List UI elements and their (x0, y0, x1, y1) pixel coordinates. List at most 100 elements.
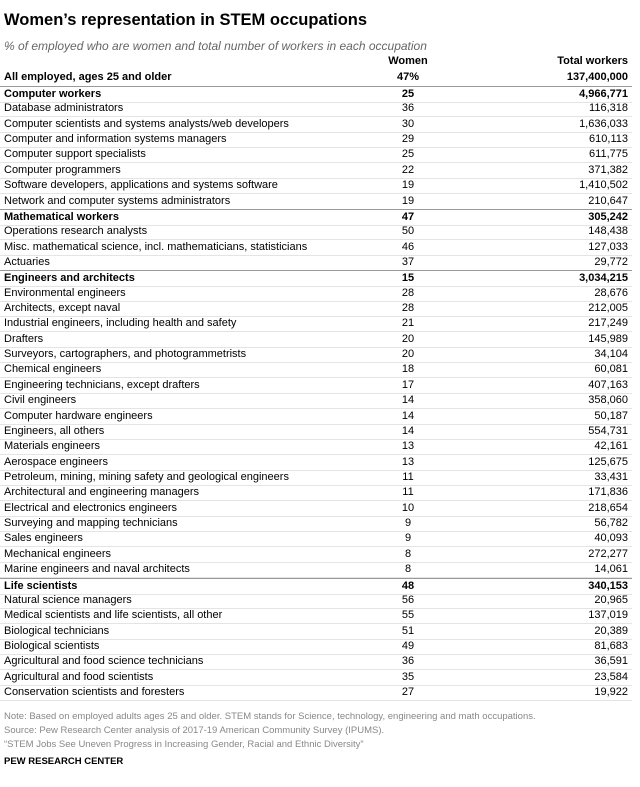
total-row: All employed, ages 25 and older 47% 137,40… (0, 70, 632, 85)
occupation: Engineers, all others (4, 424, 105, 437)
occupation: Architects, except naval (4, 302, 121, 315)
women-share: 20 (401, 348, 415, 361)
women-share: 36 (401, 655, 415, 668)
occupation: Computer support specialists (4, 148, 146, 161)
occupation: Sales engineers (4, 532, 83, 545)
occupation: Computer scientists and systems analysts… (4, 117, 289, 130)
occupation: Electrical and electronics engineers (4, 501, 178, 514)
occupation: Mechanical engineers (4, 547, 112, 560)
table-row: Biological technicians 51 20,389 (0, 624, 632, 640)
women-share: 14 (401, 394, 415, 407)
women-share: 56 (401, 593, 415, 606)
occupation: All employed, ages 25 and older (4, 71, 172, 83)
occupation: Surveyors, cartographers, and photogramm… (4, 348, 247, 361)
subtitle: % of employed who are women and total nu… (4, 39, 427, 53)
total-workers: 407,163 (588, 378, 628, 391)
total-workers: 33,431 (594, 471, 628, 483)
women-share: 30 (401, 117, 415, 130)
total-workers: 56,782 (594, 517, 628, 530)
table-row: Marine engineers and naval architects 8 14… (0, 562, 632, 579)
total-workers: 137,019 (588, 609, 628, 622)
occupation: Aerospace engineers (4, 455, 108, 468)
women-share: 37 (401, 255, 415, 268)
women-share: 35 (401, 670, 415, 683)
occupation: Misc. mathematical science, incl. mathem… (4, 240, 308, 253)
total-workers: 305,242 (588, 210, 628, 223)
women-share: 15 (401, 272, 415, 285)
table-row: Misc. mathematical science, incl. mathem… (0, 240, 632, 256)
total-workers: 611,775 (589, 148, 628, 161)
total-workers: 28,676 (594, 286, 628, 299)
women-share: 28 (401, 302, 415, 315)
occupation: Engineering technicians, except drafters (4, 378, 200, 391)
total-workers: 137,400,000 (566, 71, 628, 83)
occupation: Biological technicians (4, 624, 110, 637)
column-header: Women (388, 55, 428, 67)
total-workers: 42,161 (594, 440, 628, 453)
total-workers: 212,005 (588, 302, 628, 315)
table-row: Operations research analysts 50 148,438 (0, 224, 632, 241)
total-workers: 358,060 (588, 394, 628, 407)
total-workers: 20,389 (594, 624, 628, 637)
total-workers: 371,382 (588, 163, 628, 176)
women-share: 14 (401, 409, 415, 422)
table-row: Petroleum, mining, mining safety and geo… (0, 470, 632, 486)
citation: “STEM Jobs See Uneven Progress in Increa… (4, 739, 364, 750)
women-share: 55 (401, 609, 415, 622)
women-share: 11 (402, 486, 414, 499)
women-share: 17 (401, 378, 415, 391)
women-share: 48 (401, 579, 415, 592)
table-row: Computer programmers 22 371,382 (0, 163, 632, 179)
total-workers: 50,187 (594, 409, 628, 422)
total-workers: 554,731 (588, 424, 628, 437)
women-share: 11 (402, 471, 414, 483)
column-header: Total workers (557, 55, 628, 67)
women-share: 36 (401, 102, 415, 115)
table-row: Engineers, all others 14 554,731 (0, 424, 632, 440)
table-row: Chemical engineers 18 60,081 (0, 362, 632, 379)
total-workers: 40,093 (594, 532, 628, 545)
total-workers: 125,675 (588, 455, 628, 468)
women-share: 13 (401, 440, 415, 453)
occupation: Chemical engineers (4, 363, 102, 376)
table-row: Software developers, applications and sy… (0, 178, 632, 195)
table-row: Actuaries 37 29,772 (0, 255, 632, 271)
women-share: 49 (401, 639, 415, 652)
total-workers: 116,318 (589, 102, 628, 115)
occupation: Architectural and engineering managers (4, 486, 200, 499)
occupation: Medical scientists and life scientists, … (4, 609, 223, 622)
brand: PEW RESEARCH CENTER (4, 756, 124, 767)
title: Women’s representation in STEM occupatio… (4, 11, 368, 29)
total-workers: 272,277 (588, 547, 628, 560)
occupation: Network and computer systems administrat… (4, 194, 231, 207)
table-row: Civil engineers 14 358,060 (0, 393, 632, 410)
women-share: 19 (401, 179, 415, 192)
women-share: 13 (401, 455, 415, 468)
group-row: Mathematical workers 47 305,242 (0, 208, 632, 226)
table-row: Drafters 20 145,989 (0, 332, 632, 348)
total-workers: 23,584 (594, 670, 628, 683)
occupation: Computer workers (4, 88, 102, 100)
total-workers: 20,965 (594, 593, 628, 606)
table-row: Sales engineers 9 40,093 (0, 531, 632, 548)
women-share: 47% (396, 71, 420, 83)
women-share: 47 (401, 210, 415, 223)
table-row: Environmental engineers 28 28,676 (0, 286, 632, 302)
occupation: Materials engineers (4, 440, 100, 453)
occupation: Environmental engineers (4, 286, 126, 299)
occupation: Petroleum, mining, mining safety and geo… (4, 471, 289, 483)
occupation: Computer and information systems manager… (4, 133, 227, 146)
occupation: Civil engineers (4, 394, 77, 407)
total-workers: 127,033 (588, 240, 628, 253)
table-row: Biological scientists 49 81,683 (0, 639, 632, 655)
women-share: 51 (401, 624, 415, 637)
occupation: Agricultural and food science technician… (4, 655, 204, 668)
occupation: Conservation scientists and foresters (4, 686, 185, 699)
total-workers: 14,061 (594, 563, 628, 576)
table-row: Electrical and electronics engineers 10 21… (0, 501, 632, 517)
occupation: Marine engineers and naval architects (4, 563, 190, 576)
women-share: 9 (404, 532, 412, 545)
table-row: Agricultural and food scientists 35 23,584 (0, 670, 632, 686)
table-row: Architectural and engineering managers 11… (0, 485, 632, 502)
